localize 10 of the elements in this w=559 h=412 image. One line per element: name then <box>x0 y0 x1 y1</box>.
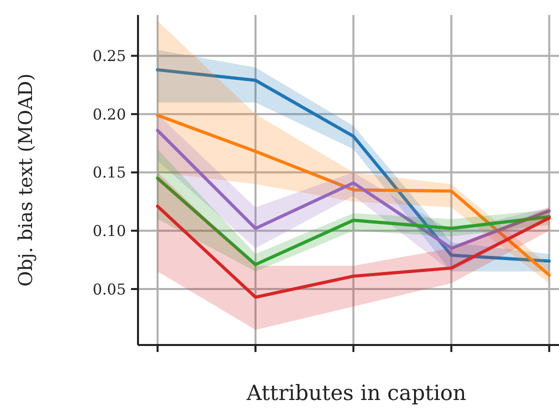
y-tick-label: 0.20 <box>92 105 126 124</box>
y-tick-label: 0.10 <box>92 222 126 240</box>
line-series <box>156 204 551 299</box>
y-tick-label: 0.25 <box>92 47 126 66</box>
y-tick-label: 0.15 <box>92 164 126 182</box>
line-series <box>156 176 551 266</box>
line-series <box>156 128 551 250</box>
y-axis-title: Obj. bias text (MOAD) <box>15 73 37 287</box>
y-tick-label: 0.05 <box>92 280 126 298</box>
x-axis-title: Attributes in caption <box>246 381 466 405</box>
